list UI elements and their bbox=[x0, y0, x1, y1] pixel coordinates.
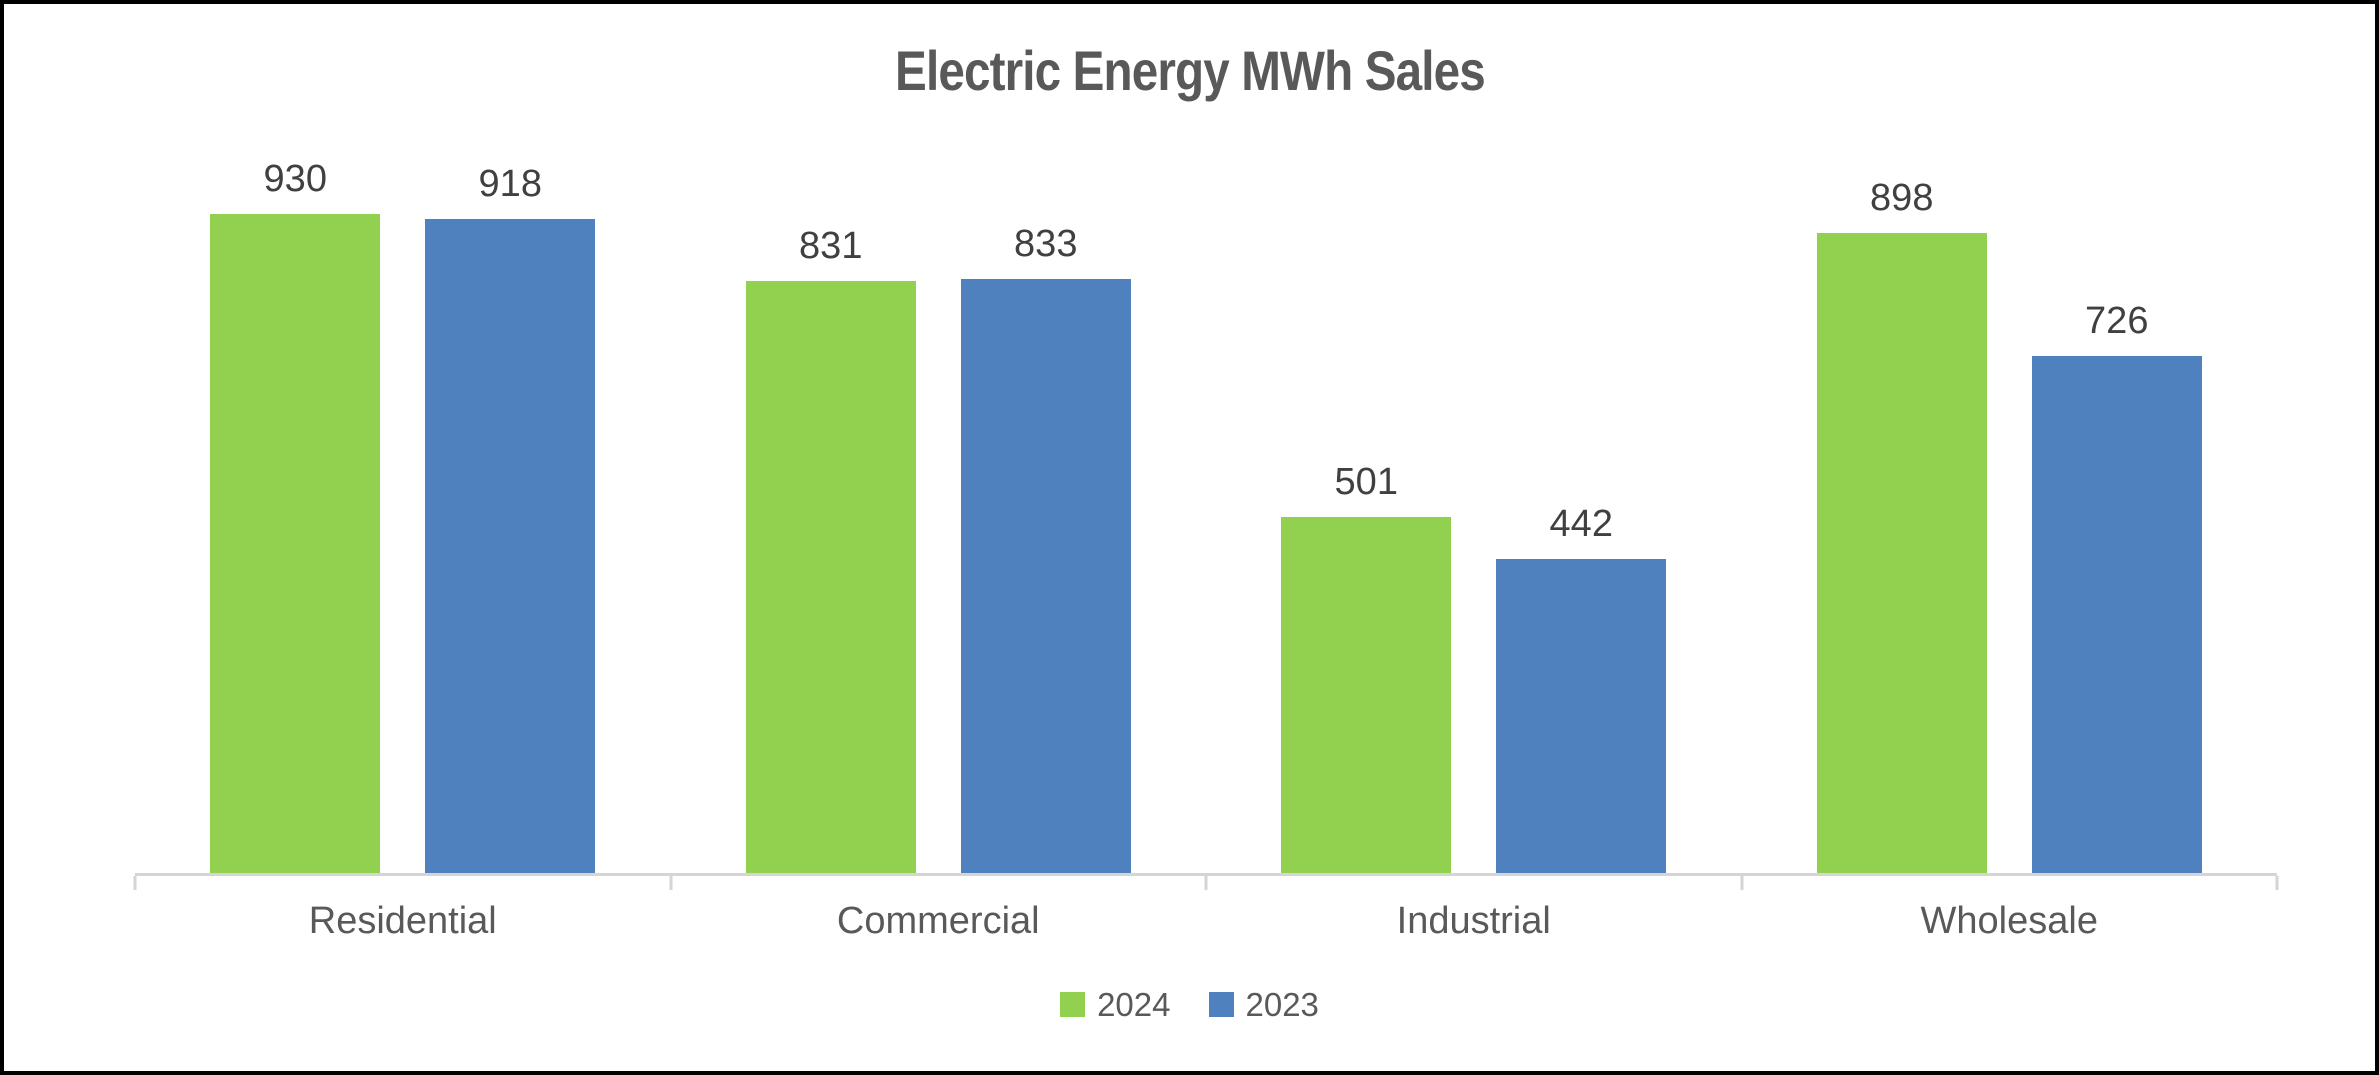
bar-2023-commercial bbox=[960, 279, 1131, 875]
legend-item-2023: 2023 bbox=[1208, 986, 1319, 1023]
data-label-2023-industrial: 442 bbox=[1549, 503, 1613, 545]
bar-column-2024-commercial: 831 bbox=[745, 160, 916, 875]
bar-column-2023-industrial: 442 bbox=[1496, 160, 1667, 875]
data-label-2024-industrial: 501 bbox=[1334, 461, 1398, 503]
category-label-industrial: Industrial bbox=[1396, 900, 1551, 942]
axis-tick bbox=[1740, 876, 1743, 890]
bar-2024-residential bbox=[210, 214, 381, 875]
legend-item-2024: 2024 bbox=[1060, 986, 1171, 1023]
bar-column-2024-residential: 930 bbox=[210, 158, 381, 875]
x-axis-line bbox=[133, 873, 2279, 890]
bar-column-2023-wholesale: 726 bbox=[2031, 160, 2202, 875]
legend-swatch-2024 bbox=[1060, 992, 1086, 1017]
category-label-commercial: Commercial bbox=[836, 900, 1040, 942]
data-label-2024-commercial: 831 bbox=[799, 225, 863, 267]
bar-2023-wholesale bbox=[2031, 356, 2202, 875]
axis-tick bbox=[133, 876, 137, 890]
data-label-2024-wholesale: 898 bbox=[1870, 177, 1934, 219]
data-label-2023-commercial: 833 bbox=[1014, 223, 1078, 265]
bar-column-2024-industrial: 501 bbox=[1281, 160, 1452, 875]
data-label-2023-wholesale: 726 bbox=[2085, 300, 2149, 342]
bar-2024-commercial bbox=[745, 281, 916, 875]
category-group-commercial: 831 833 bbox=[671, 160, 1207, 875]
bar-2024-wholesale bbox=[1816, 233, 1987, 875]
category-group-industrial: 501 442 bbox=[1206, 160, 1742, 875]
category-group-wholesale: 898 726 bbox=[1742, 160, 2278, 875]
bar-column-2023-commercial: 833 bbox=[960, 160, 1131, 875]
legend-label-2024: 2024 bbox=[1097, 986, 1171, 1023]
chart-title-text: Electric Energy MWh Sales bbox=[894, 39, 1486, 102]
category-label-residential: Residential bbox=[308, 900, 497, 942]
plot-area: 930 918 831 833 501 442 898 726 bbox=[135, 160, 2277, 875]
bar-2024-industrial bbox=[1281, 517, 1452, 875]
axis-tick bbox=[669, 876, 672, 890]
axis-tick bbox=[2275, 876, 2279, 890]
data-label-2023-residential: 918 bbox=[478, 163, 542, 205]
bar-2023-industrial bbox=[1496, 559, 1667, 875]
category-axis: Residential Commercial Industrial Wholesale bbox=[135, 900, 2277, 943]
axis-tick bbox=[1204, 876, 1208, 890]
legend-label-2023: 2023 bbox=[1245, 986, 1319, 1023]
bar-2023-residential bbox=[425, 219, 596, 875]
bar-column-2024-wholesale: 898 bbox=[1816, 160, 1987, 875]
category-group-residential: 930 918 bbox=[135, 160, 671, 875]
category-label-wholesale: Wholesale bbox=[1920, 900, 2098, 942]
chart-title: Electric Energy MWh Sales bbox=[4, 38, 2375, 103]
legend-swatch-2023 bbox=[1208, 992, 1234, 1017]
legend: 2024 2023 bbox=[4, 988, 2375, 1021]
data-label-2024-residential: 930 bbox=[263, 158, 327, 200]
bar-column-2023-residential: 918 bbox=[425, 160, 596, 875]
